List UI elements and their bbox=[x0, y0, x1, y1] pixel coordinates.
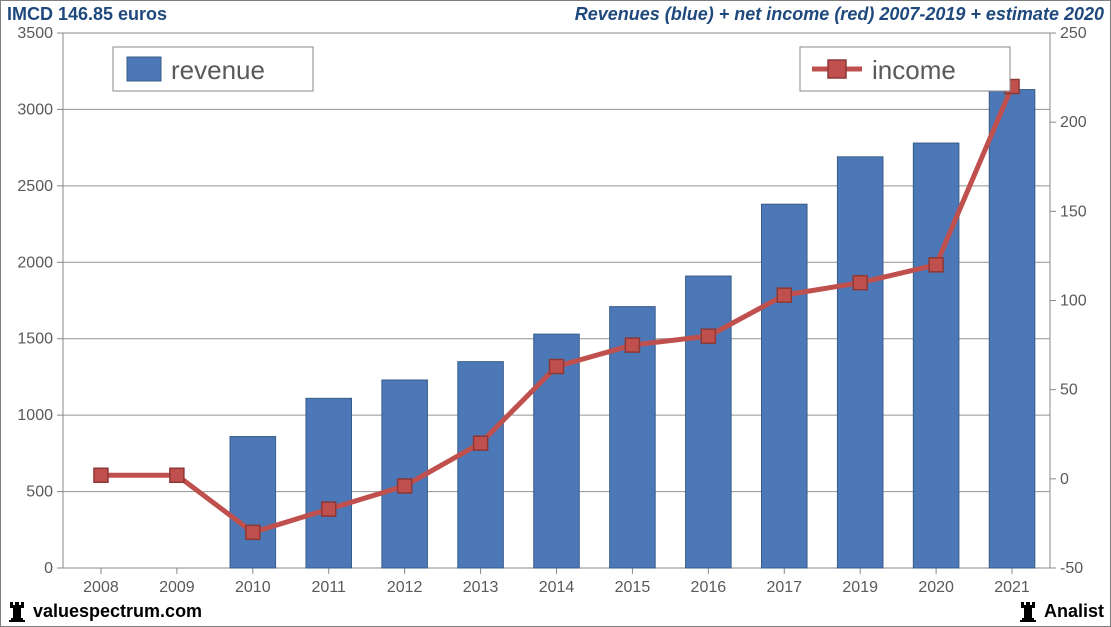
svg-text:2009: 2009 bbox=[159, 579, 195, 596]
svg-text:2011: 2011 bbox=[312, 579, 347, 596]
svg-text:2020: 2020 bbox=[918, 579, 954, 596]
svg-text:2008: 2008 bbox=[83, 579, 119, 596]
svg-text:500: 500 bbox=[26, 484, 53, 501]
svg-text:200: 200 bbox=[1060, 114, 1087, 131]
svg-text:2010: 2010 bbox=[235, 579, 271, 596]
svg-text:2017: 2017 bbox=[766, 579, 802, 596]
svg-text:2014: 2014 bbox=[539, 579, 575, 596]
footer-brand-left: valuespectrum.com bbox=[7, 600, 202, 622]
svg-text:-50: -50 bbox=[1060, 560, 1083, 577]
svg-text:revenue: revenue bbox=[171, 55, 265, 85]
svg-text:100: 100 bbox=[1060, 293, 1087, 310]
svg-text:2015: 2015 bbox=[615, 579, 651, 596]
svg-text:2000: 2000 bbox=[17, 254, 53, 271]
rook-icon bbox=[1018, 600, 1038, 622]
svg-text:2012: 2012 bbox=[387, 579, 423, 596]
svg-text:2500: 2500 bbox=[17, 178, 53, 195]
chart-header: IMCD 146.85 euros Revenues (blue) + net … bbox=[1, 1, 1110, 27]
svg-text:2016: 2016 bbox=[691, 579, 727, 596]
svg-text:income: income bbox=[872, 55, 956, 85]
svg-text:2013: 2013 bbox=[463, 579, 499, 596]
rook-icon bbox=[7, 600, 27, 622]
svg-text:50: 50 bbox=[1060, 382, 1078, 399]
svg-text:1000: 1000 bbox=[17, 407, 53, 424]
svg-text:1500: 1500 bbox=[17, 331, 53, 348]
footer-left-text: valuespectrum.com bbox=[33, 601, 202, 622]
chart-area: 0 500 1000 1500 2000 2500 3000 3500 -50 0 50 100 150… bbox=[5, 27, 1106, 596]
chart-footer: valuespectrum.com Analist bbox=[1, 596, 1110, 626]
chart-svg: 0 500 1000 1500 2000 2500 3000 3500 -50 0 50 100 150… bbox=[5, 27, 1108, 598]
svg-text:250: 250 bbox=[1060, 27, 1087, 42]
svg-text:2019: 2019 bbox=[842, 579, 878, 596]
svg-text:2021: 2021 bbox=[994, 579, 1030, 596]
header-title-right: Revenues (blue) + net income (red) 2007-… bbox=[575, 4, 1104, 25]
svg-text:3500: 3500 bbox=[17, 27, 53, 42]
svg-text:3000: 3000 bbox=[17, 101, 53, 118]
header-title-left: IMCD 146.85 euros bbox=[7, 4, 167, 25]
svg-text:0: 0 bbox=[1060, 471, 1069, 488]
chart-frame: IMCD 146.85 euros Revenues (blue) + net … bbox=[0, 0, 1111, 627]
svg-text:0: 0 bbox=[44, 560, 53, 577]
footer-brand-right: Analist bbox=[1018, 600, 1104, 622]
footer-right-text: Analist bbox=[1044, 601, 1104, 622]
svg-text:150: 150 bbox=[1060, 203, 1087, 220]
